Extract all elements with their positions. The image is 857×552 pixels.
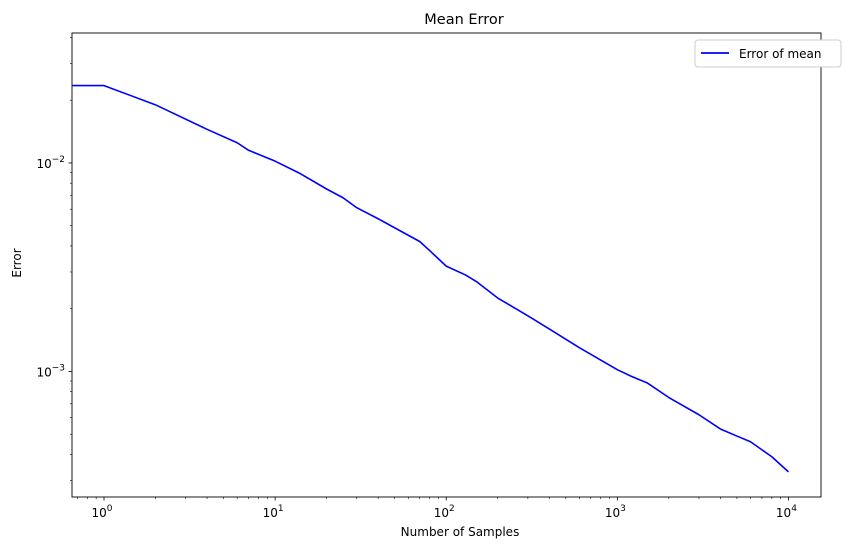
x-tick-label: 101	[263, 504, 284, 520]
chart-title: Mean Error	[424, 12, 503, 28]
legend-frame	[694, 39, 842, 68]
x-tick-label: 104	[776, 504, 797, 520]
x-tick-label: 102	[434, 504, 455, 520]
plot-frame	[71, 32, 822, 498]
legend-label: Error of mean	[739, 47, 821, 61]
plot-area: 100 101 102 103 104 10−2 10−3	[36, 32, 822, 520]
x-axis-label: Number of Samples	[401, 525, 520, 539]
y-tick-label: 10−2	[36, 155, 65, 171]
x-tick-label: 103	[605, 504, 626, 520]
x-tick-label: 100	[92, 504, 113, 520]
legend: Error of mean	[694, 39, 842, 68]
y-tick-label: 10−3	[36, 363, 65, 379]
y-axis-label: Error	[10, 248, 24, 277]
series-line	[72, 84, 789, 473]
